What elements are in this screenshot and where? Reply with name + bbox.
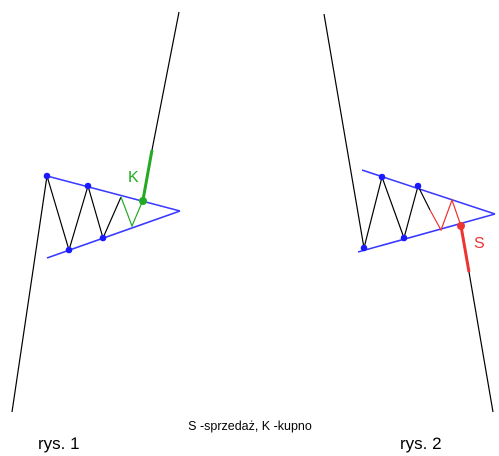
fig1-upper-trendline: [46, 175, 181, 212]
fig1-caption: rys. 1: [38, 434, 80, 453]
fig1-pivot-point: [99, 234, 107, 242]
fig1-trend-continuation: [151, 11, 180, 151]
fig1-buy-marker: K: [128, 169, 139, 186]
figure-1: K rys. 1: [11, 11, 181, 453]
fig1-breakout-line: [141, 149, 154, 201]
fig2-sell-point: [457, 222, 465, 230]
fig2-price-line: [323, 13, 431, 249]
fig1-buy-point: [139, 197, 147, 205]
fig1-pivot-point: [65, 246, 73, 254]
fig2-trend-continuation: [468, 271, 494, 413]
fig1-green-oscillation: [120, 196, 144, 228]
legend-text: S -sprzedaż, K -kupno: [188, 419, 312, 433]
fig2-pivot-point: [400, 234, 408, 242]
fig1-price-line: [11, 175, 122, 413]
fig2-pivot-point: [378, 173, 386, 181]
fig2-pivot-point: [414, 182, 422, 190]
fig1-pivot-point: [43, 172, 51, 180]
fig2-breakout-line: [459, 225, 471, 273]
fig2-sell-marker: S: [474, 235, 485, 252]
fig2-pivot-point: [360, 244, 368, 252]
fig2-lower-trendline: [357, 213, 496, 253]
figure-2: S rys. 2: [323, 13, 496, 453]
fig2-caption: rys. 2: [400, 434, 442, 453]
fig2-red-oscillation: [429, 198, 462, 232]
fig1-pivot-point: [84, 182, 92, 190]
